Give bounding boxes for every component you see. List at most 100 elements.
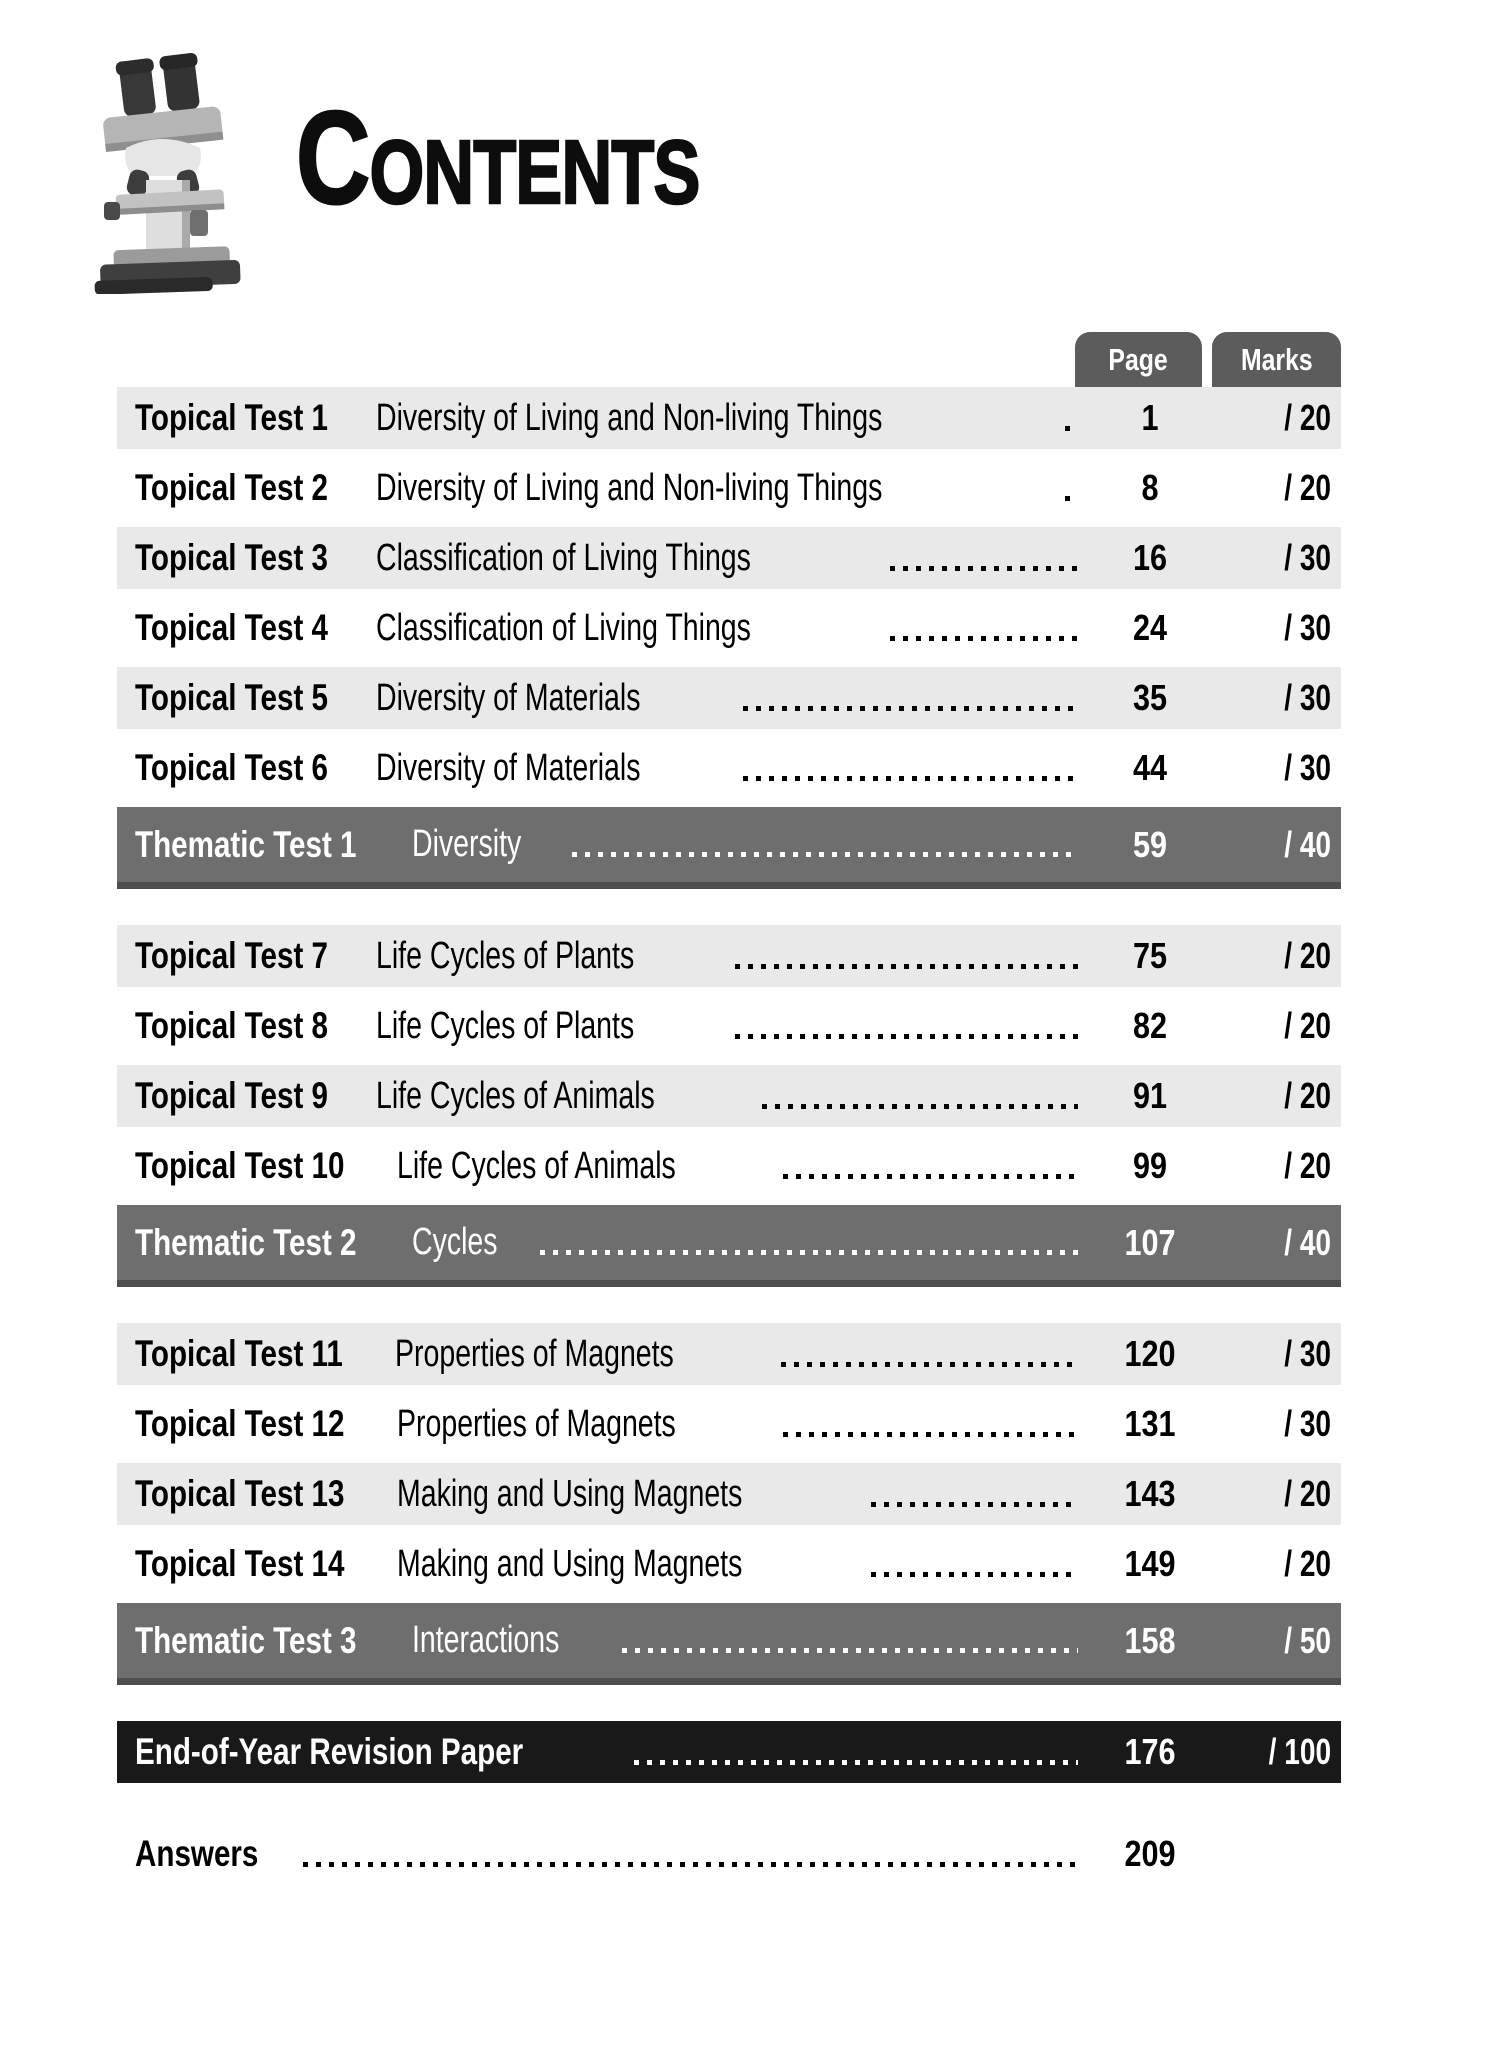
- marks-value: / 20: [1284, 1543, 1331, 1584]
- marks-value: / 30: [1284, 747, 1331, 788]
- marks-value: / 20: [1284, 467, 1331, 508]
- test-label: Topical Test 9: [135, 1075, 328, 1116]
- microscope-icon: [94, 52, 241, 294]
- marks-value: / 30: [1284, 1333, 1331, 1374]
- dot-leader: [871, 1501, 1078, 1507]
- dot-leader: [890, 565, 1078, 571]
- page-number: 8: [1141, 467, 1159, 508]
- test-topic: Life Cycles of Plants: [376, 934, 635, 977]
- toc-row: Topical Test 1 Diversity of Living and N…: [117, 387, 1341, 449]
- page-number: 209: [1124, 1833, 1176, 1874]
- marks-value: / 20: [1284, 397, 1331, 438]
- page-column-label: Page: [1108, 342, 1169, 377]
- title-initial: C: [295, 84, 371, 232]
- test-label: Topical Test 8: [135, 1005, 328, 1046]
- marks-value: / 50: [1284, 1619, 1331, 1661]
- test-label: Topical Test 1: [135, 397, 328, 438]
- page-number: 16: [1132, 537, 1168, 578]
- marks-column-label: Marks: [1240, 342, 1313, 377]
- toc-row: Topical Test 6 Diversity of Materials 44…: [117, 737, 1341, 799]
- dot-leader: [782, 1431, 1078, 1437]
- test-label: End-of-Year Revision Paper: [135, 1731, 524, 1772]
- marks-value: / 40: [1284, 823, 1331, 865]
- toc-section: Answers 209: [117, 1819, 1341, 1889]
- test-topic: Life Cycles of Animals: [396, 1144, 676, 1187]
- test-label: Topical Test 4: [135, 607, 328, 648]
- test-topic: Properties of Magnets: [394, 1332, 674, 1375]
- dot-leader: [761, 1103, 1078, 1109]
- test-topic: Diversity of Living and Non-living Thing…: [376, 466, 883, 509]
- test-topic: Diversity of Materials: [376, 746, 641, 789]
- test-topic: Diversity of Living and Non-living Thing…: [376, 396, 883, 439]
- marks-value: / 20: [1284, 935, 1331, 976]
- dot-leader: [782, 1173, 1078, 1179]
- dot-leader: [539, 1250, 1078, 1255]
- dot-leader: [634, 1759, 1078, 1765]
- toc-section: Topical Test 1 Diversity of Living and N…: [117, 387, 1341, 889]
- marks-value: / 30: [1284, 537, 1331, 578]
- contents-table: Topical Test 1 Diversity of Living and N…: [117, 387, 1341, 1925]
- test-topic: Making and Using Magnets: [396, 1472, 743, 1515]
- test-label: Answers: [135, 1833, 259, 1874]
- test-topic: Properties of Magnets: [396, 1402, 676, 1445]
- page-number: 131: [1124, 1403, 1176, 1444]
- dot-leader: [871, 1571, 1078, 1577]
- test-topic: Making and Using Magnets: [396, 1542, 743, 1585]
- page-number: 1: [1141, 397, 1159, 438]
- test-label: Thematic Test 1: [135, 823, 357, 865]
- toc-row: Topical Test 7 Life Cycles of Plants 75 …: [117, 925, 1341, 987]
- test-label: Topical Test 10: [135, 1145, 345, 1186]
- marks-value: / 40: [1284, 1221, 1331, 1263]
- page-number: 158: [1124, 1619, 1176, 1661]
- dot-leader: [571, 852, 1078, 857]
- marks-value: / 30: [1284, 677, 1331, 718]
- toc-row: Thematic Test 3 Interactions 158 / 50: [117, 1603, 1341, 1685]
- dot-leader: [1065, 495, 1078, 501]
- toc-row: Topical Test 2 Diversity of Living and N…: [117, 457, 1341, 519]
- marks-value: / 30: [1284, 607, 1331, 648]
- dot-leader: [622, 1648, 1078, 1653]
- toc-section: Topical Test 7 Life Cycles of Plants 75 …: [117, 925, 1341, 1287]
- test-label: Thematic Test 2: [135, 1221, 357, 1263]
- toc-row: Topical Test 3 Classification of Living …: [117, 527, 1341, 589]
- page-number: 35: [1132, 677, 1168, 718]
- page-number: 59: [1132, 823, 1168, 865]
- marks-value: / 20: [1284, 1075, 1331, 1116]
- test-label: Topical Test 3: [135, 537, 328, 578]
- toc-row: Topical Test 4 Classification of Living …: [117, 597, 1341, 659]
- title-rest: ONTENTS: [369, 123, 702, 224]
- marks-value: / 100: [1268, 1731, 1331, 1772]
- dot-leader: [1065, 425, 1078, 431]
- dot-leader: [734, 1033, 1078, 1039]
- marks-column-tab: Marks: [1212, 332, 1341, 388]
- toc-row: Topical Test 9 Life Cycles of Animals 91…: [117, 1065, 1341, 1127]
- page-title: CONTENTS: [295, 90, 813, 225]
- test-topic: Life Cycles of Plants: [376, 1004, 635, 1047]
- toc-row: Topical Test 10 Life Cycles of Animals 9…: [117, 1135, 1341, 1197]
- test-topic: Cycles: [411, 1221, 498, 1263]
- page-number: 44: [1132, 747, 1168, 788]
- toc-row: Topical Test 5 Diversity of Materials 35…: [117, 667, 1341, 729]
- page-number: 120: [1124, 1333, 1176, 1374]
- test-label: Topical Test 13: [135, 1473, 345, 1514]
- toc-row: Topical Test 13 Making and Using Magnets…: [117, 1463, 1341, 1525]
- test-label: Topical Test 5: [135, 677, 328, 718]
- toc-row: Topical Test 12 Properties of Magnets 13…: [117, 1393, 1341, 1455]
- test-label: Thematic Test 3: [135, 1619, 357, 1661]
- test-label: Topical Test 2: [135, 467, 328, 508]
- test-topic: Diversity of Materials: [376, 676, 641, 719]
- dot-leader: [742, 705, 1078, 711]
- toc-row: Answers 209: [117, 1819, 1341, 1889]
- test-topic: Diversity: [411, 823, 522, 865]
- toc-row: Topical Test 8 Life Cycles of Plants 82 …: [117, 995, 1341, 1057]
- test-topic: Classification of Living Things: [376, 606, 752, 649]
- test-topic: Classification of Living Things: [376, 536, 752, 579]
- toc-section: End-of-Year Revision Paper 176 / 100: [117, 1721, 1341, 1783]
- page-number: 107: [1124, 1221, 1176, 1263]
- test-topic: Interactions: [411, 1619, 560, 1661]
- marks-value: / 20: [1284, 1145, 1331, 1186]
- toc-row: Topical Test 14 Making and Using Magnets…: [117, 1533, 1341, 1595]
- dot-leader: [890, 635, 1078, 641]
- marks-value: / 30: [1284, 1403, 1331, 1444]
